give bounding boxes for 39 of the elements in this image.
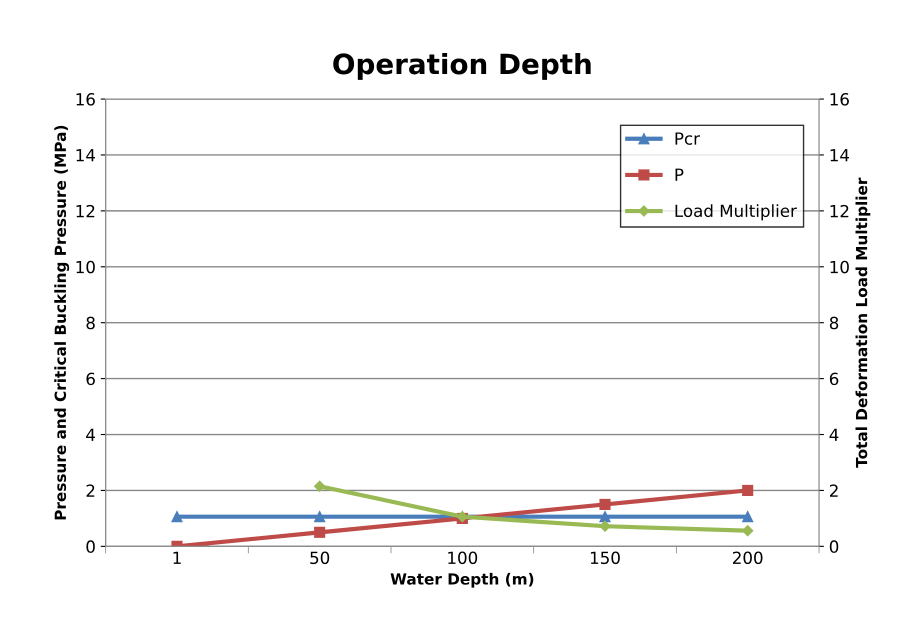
point [171,511,183,522]
x-tick-label: 1 [174,552,181,564]
y-tick-label: 4 [86,428,95,441]
point [742,511,754,522]
y2-tick-label: 10 [830,260,849,274]
point [314,526,326,538]
y2-tick-label: 2 [830,484,838,497]
point [599,498,611,510]
y2-axis-title: Total Deformation Load Multiplier [856,178,870,468]
x-tick-label: 200 [733,552,762,564]
x-tick-label: 50 [310,552,330,564]
y-tick-label: 16 [76,93,95,106]
y2-tick-label: 0 [830,540,838,553]
y-tick-label: 10 [76,260,95,274]
y-tick-label: 6 [86,372,95,386]
x-tick-label: 150 [590,552,620,564]
y2-tick-label: 14 [830,149,850,162]
x-tick-label: 100 [448,552,478,564]
y2-tick-label: 16 [830,93,849,106]
y-tick-label: 12 [76,204,94,218]
legend-label: Load Multiplier [676,204,797,220]
point [599,511,611,522]
y2-tick-label: 8 [830,316,838,330]
y-tick-label: 14 [76,149,95,162]
point [314,480,326,492]
y2-tick-label: 6 [830,372,838,386]
y-tick-label: 2 [86,484,94,497]
point [742,525,754,536]
legend-label: P [676,168,684,181]
y2-tick-label: 4 [830,428,838,441]
y-tick-label: 0 [86,540,95,553]
chart-title: Operation Depth [333,52,591,80]
y-axis-title: Pressure and Critical Buckling Pressure (MPa) [54,126,70,520]
point [742,484,754,496]
y2-tick-label: 12 [830,204,848,218]
y-tick-label: 8 [86,316,95,330]
x-axis-title: Water Depth (m) [390,572,534,588]
legend-label: Pcr [676,132,700,145]
point [314,511,326,522]
